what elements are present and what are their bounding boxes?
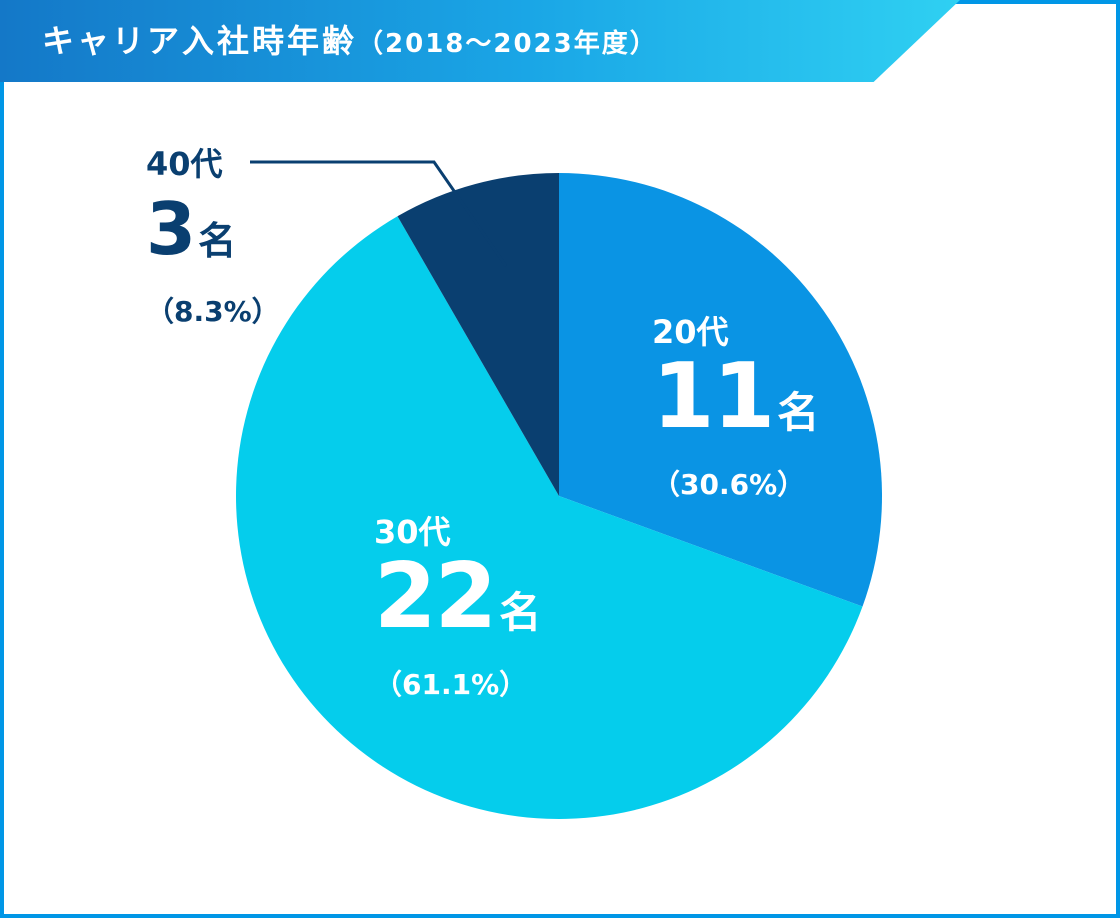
leader-line-40s [250, 160, 508, 267]
title-banner [0, 0, 960, 82]
slice-40s-unit: 名 [198, 219, 237, 263]
pie-slice-40s [397, 173, 559, 496]
pie-slices [236, 173, 882, 819]
slice-40s-age: 40代 [146, 145, 223, 183]
chart-title-period: （2018～2023年度） [357, 29, 658, 59]
slice-20s-age: 20代 [652, 313, 729, 351]
slice-40s-value: 3 [146, 187, 196, 271]
slice-20s-count: 11名 [652, 352, 819, 467]
slice-30s-count: 22名 [374, 552, 541, 667]
slice-30s-value: 22 [374, 544, 497, 649]
chart-title-main: キャリア入社時年齢 [42, 22, 358, 60]
slice-30s-age: 30代 [374, 513, 451, 551]
slice-label-20s: 20代 11名 （30.6%） [652, 312, 819, 503]
slice-20s-unit: 名 [777, 388, 820, 437]
pie-slice-20s [559, 173, 882, 607]
slice-30s-percent: （61.1%） [374, 668, 528, 701]
slice-label-30s: 30代 22名 （61.1%） [374, 512, 541, 703]
slice-20s-value: 11 [652, 344, 775, 449]
chart-title: キャリア入社時年齢（2018～2023年度） [42, 16, 658, 66]
slice-40s-percent: （8.3%） [146, 295, 280, 328]
slice-20s-percent: （30.6%） [652, 468, 806, 501]
slice-30s-unit: 名 [499, 588, 542, 637]
pie-slice-30s [236, 216, 863, 819]
